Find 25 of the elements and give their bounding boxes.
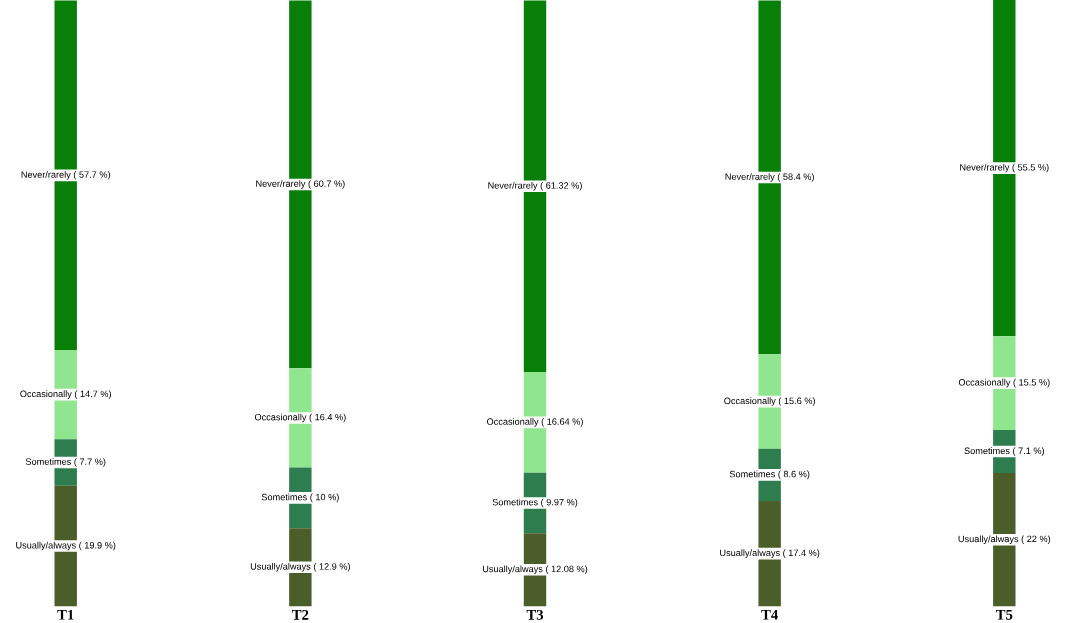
data-label: Never/rarely ( 60.7 %) (256, 180, 345, 189)
data-label: Never/rarely ( 57.7 %) (21, 171, 110, 180)
x-tick-label: T1 (57, 609, 74, 620)
data-label: Never/rarely ( 58.4 %) (725, 173, 814, 182)
data-label: Never/rarely ( 55.5 %) (960, 163, 1049, 173)
data-label: Sometimes ( 7.7 %) (25, 458, 106, 467)
x-tick-label: T2 (292, 609, 309, 620)
data-label: Usually/always ( 19.9 %) (16, 541, 116, 551)
data-label: Sometimes ( 8.6 %) (729, 470, 810, 480)
data-label: Usually/always ( 17.4 %) (720, 549, 820, 558)
x-tick-label: T5 (995, 609, 1013, 620)
x-tick-label: T3 (526, 609, 544, 620)
data-label: Usually/always ( 12.08 %) (482, 565, 588, 574)
data-label: Sometimes ( 10 %) (261, 493, 339, 503)
data-label: Usually/always ( 12.9 %) (250, 562, 350, 572)
data-label: Usually/always ( 22 %) (958, 535, 1051, 544)
data-label: Occasionally ( 16.4 %) (254, 413, 346, 423)
data-label: Occasionally ( 15.6 %) (724, 397, 815, 406)
data-label: Never/rarely ( 61.32 %) (488, 181, 582, 191)
data-label: Sometimes ( 9.97 %) (492, 498, 578, 508)
data-label: Sometimes ( 7.1 %) (964, 447, 1044, 456)
data-label: Occasionally ( 15.5 %) (958, 378, 1050, 388)
x-tick-label: T4 (761, 609, 778, 620)
data-label: Occasionally ( 14.7 %) (20, 390, 111, 399)
data-label: Occasionally ( 16.64 %) (487, 418, 583, 427)
